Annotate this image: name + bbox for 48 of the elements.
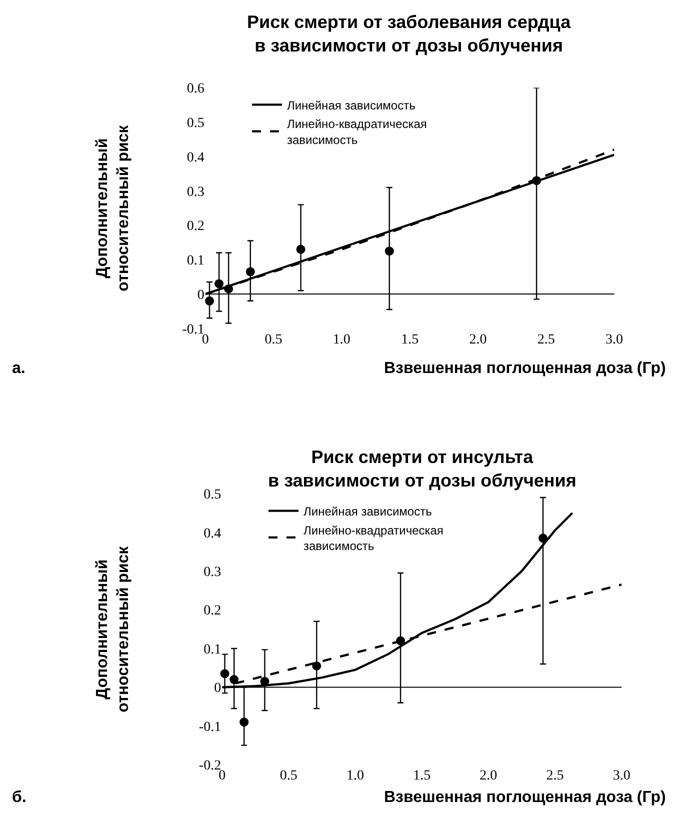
- y-tick-label: 0.2: [204, 604, 222, 619]
- legend-label: Линейная зависимость: [286, 98, 416, 112]
- x-tick-label: 1.5: [413, 768, 431, 784]
- y-tick-label: 0: [197, 288, 204, 303]
- x-tick-label: 2.0: [480, 768, 498, 784]
- x-tick-label: 1.0: [332, 332, 350, 348]
- y-tick-label: 0.1: [204, 642, 222, 658]
- y-axis-title: Дополнительный относительный риск: [94, 124, 132, 292]
- y-tick-label: 0.3: [186, 184, 204, 200]
- point: [246, 267, 255, 276]
- y-tick-label: 0.2: [186, 219, 204, 234]
- x-axis-title: Взвешенная поглощенная доза (Гр): [384, 789, 666, 806]
- x-tick-label: 1.0: [346, 768, 364, 784]
- chart-title: Риск смерти от инсульта в зависимости от дозы облучения: [268, 447, 576, 490]
- chart-title: Риск смерти от заболевания сердца в зависимости от дозы облучения: [247, 12, 572, 56]
- point: [538, 534, 548, 543]
- point: [240, 718, 249, 727]
- x-tick-label: 1.5: [401, 332, 419, 348]
- point: [205, 296, 214, 306]
- point: [214, 279, 224, 288]
- x-tick-label: 0.5: [280, 768, 298, 784]
- legend-label: Линейно-квадратическая зависимость: [286, 117, 427, 147]
- y-tick-label: 0.4: [204, 526, 222, 542]
- y-tick-label: 0.5: [186, 116, 204, 132]
- x-tick-label: 2.5: [537, 332, 555, 348]
- x-tick-label: 2.0: [469, 332, 487, 348]
- y-tick-label: 0.1: [186, 254, 204, 269]
- legend-label: Линейно-квадратическая зависимость: [303, 523, 444, 553]
- x-tick-label: 2.5: [546, 768, 564, 784]
- y-axis-title: Дополнительный относительный риск: [94, 545, 132, 712]
- y-tick-label: 0.5: [204, 488, 222, 503]
- x-tick-label: 0.5: [264, 332, 282, 348]
- x-tick-label: 3.0: [605, 332, 623, 348]
- x-axis-title: Взвешенная поглощенная доза (Гр): [384, 360, 666, 377]
- point: [312, 661, 322, 670]
- point: [296, 244, 306, 254]
- y-tick-label: 0.3: [204, 564, 222, 580]
- text: а.: [12, 360, 26, 377]
- y-tick-label: 0.6: [186, 82, 204, 97]
- y-tick-label: 0.4: [186, 150, 204, 166]
- text: б.: [12, 789, 26, 806]
- point: [384, 246, 394, 256]
- y-tick-label: -0.1: [198, 720, 222, 735]
- point: [230, 674, 239, 684]
- point: [220, 669, 230, 678]
- legend-label: Линейная зависимость: [303, 504, 432, 519]
- x-tick-label: 3.0: [612, 768, 630, 784]
- y-tick-label: 0: [214, 681, 222, 696]
